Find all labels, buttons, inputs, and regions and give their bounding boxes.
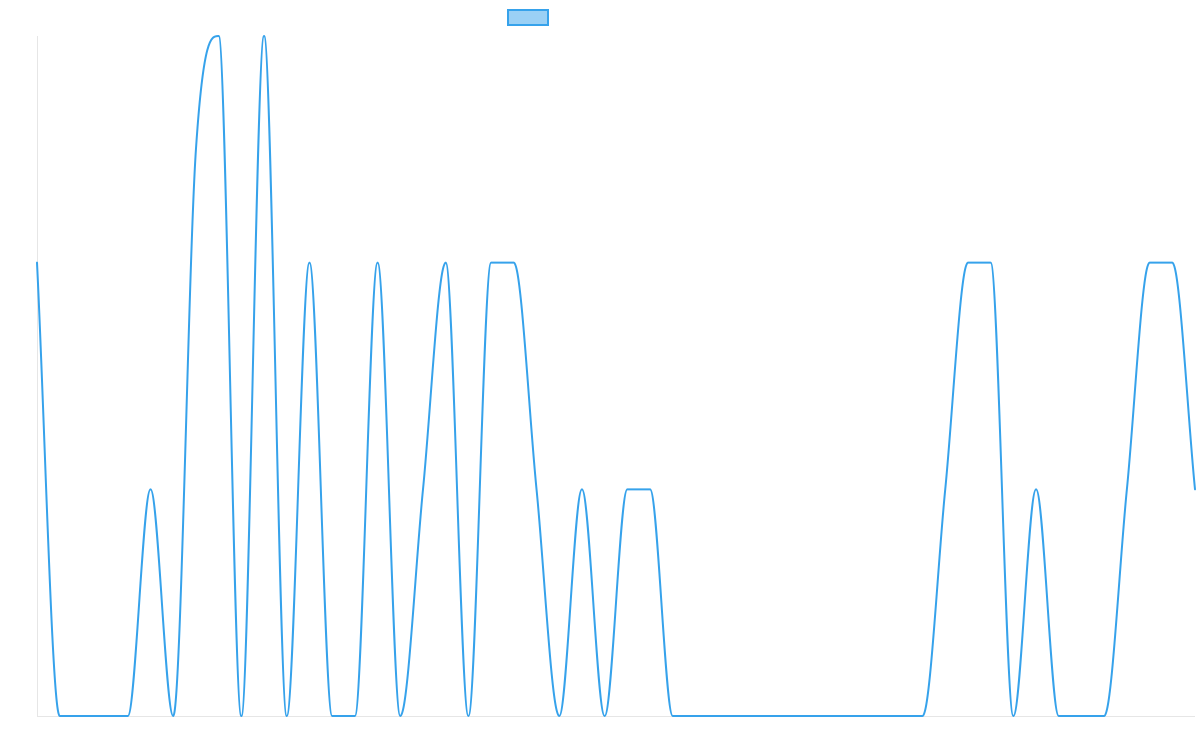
data-point-12[interactable] [306, 260, 312, 266]
data-point-39[interactable] [920, 713, 926, 719]
data-point-27[interactable] [647, 486, 653, 492]
data-point-25[interactable] [602, 713, 608, 719]
data-point-0[interactable] [34, 260, 40, 266]
data-point-6[interactable] [170, 713, 176, 719]
data-point-15[interactable] [375, 260, 381, 266]
data-point-10[interactable] [261, 33, 267, 39]
data-point-14[interactable] [352, 713, 358, 719]
data-point-35[interactable] [829, 713, 835, 719]
data-point-13[interactable] [329, 713, 335, 719]
data-point-20[interactable] [488, 260, 494, 266]
data-point-44[interactable] [1033, 486, 1039, 492]
data-point-40[interactable] [942, 486, 948, 492]
data-point-43[interactable] [1010, 713, 1016, 719]
data-point-46[interactable] [1078, 713, 1084, 719]
data-point-36[interactable] [851, 713, 857, 719]
data-point-47[interactable] [1101, 713, 1107, 719]
data-point-22[interactable] [534, 486, 540, 492]
data-point-42[interactable] [988, 260, 994, 266]
data-point-26[interactable] [624, 486, 630, 492]
data-point-17[interactable] [420, 486, 426, 492]
data-point-30[interactable] [715, 713, 721, 719]
data-point-18[interactable] [443, 260, 449, 266]
data-point-19[interactable] [465, 713, 471, 719]
legend-swatch[interactable] [507, 9, 549, 26]
data-point-49[interactable] [1147, 260, 1153, 266]
data-point-45[interactable] [1056, 713, 1062, 719]
data-point-21[interactable] [511, 260, 517, 266]
series-line-0 [36, 35, 1196, 717]
data-point-9[interactable] [238, 713, 244, 719]
data-point-5[interactable] [148, 486, 154, 492]
data-point-31[interactable] [738, 713, 744, 719]
data-point-2[interactable] [79, 713, 85, 719]
data-point-23[interactable] [556, 713, 562, 719]
data-point-28[interactable] [670, 713, 676, 719]
data-point-29[interactable] [692, 713, 698, 719]
series-layer [34, 33, 1198, 719]
data-point-48[interactable] [1124, 486, 1130, 492]
data-point-11[interactable] [284, 713, 290, 719]
data-point-3[interactable] [102, 713, 108, 719]
data-point-7[interactable] [193, 146, 199, 152]
data-point-4[interactable] [125, 713, 131, 719]
data-point-1[interactable] [57, 713, 63, 719]
data-point-24[interactable] [579, 486, 585, 492]
data-point-38[interactable] [897, 713, 903, 719]
data-point-51[interactable] [1192, 486, 1198, 492]
data-point-41[interactable] [965, 260, 971, 266]
data-point-33[interactable] [783, 713, 789, 719]
data-point-32[interactable] [761, 713, 767, 719]
data-point-37[interactable] [874, 713, 880, 719]
data-point-8[interactable] [216, 33, 222, 39]
data-point-50[interactable] [1169, 260, 1175, 266]
data-point-34[interactable] [806, 713, 812, 719]
data-point-16[interactable] [397, 713, 403, 719]
